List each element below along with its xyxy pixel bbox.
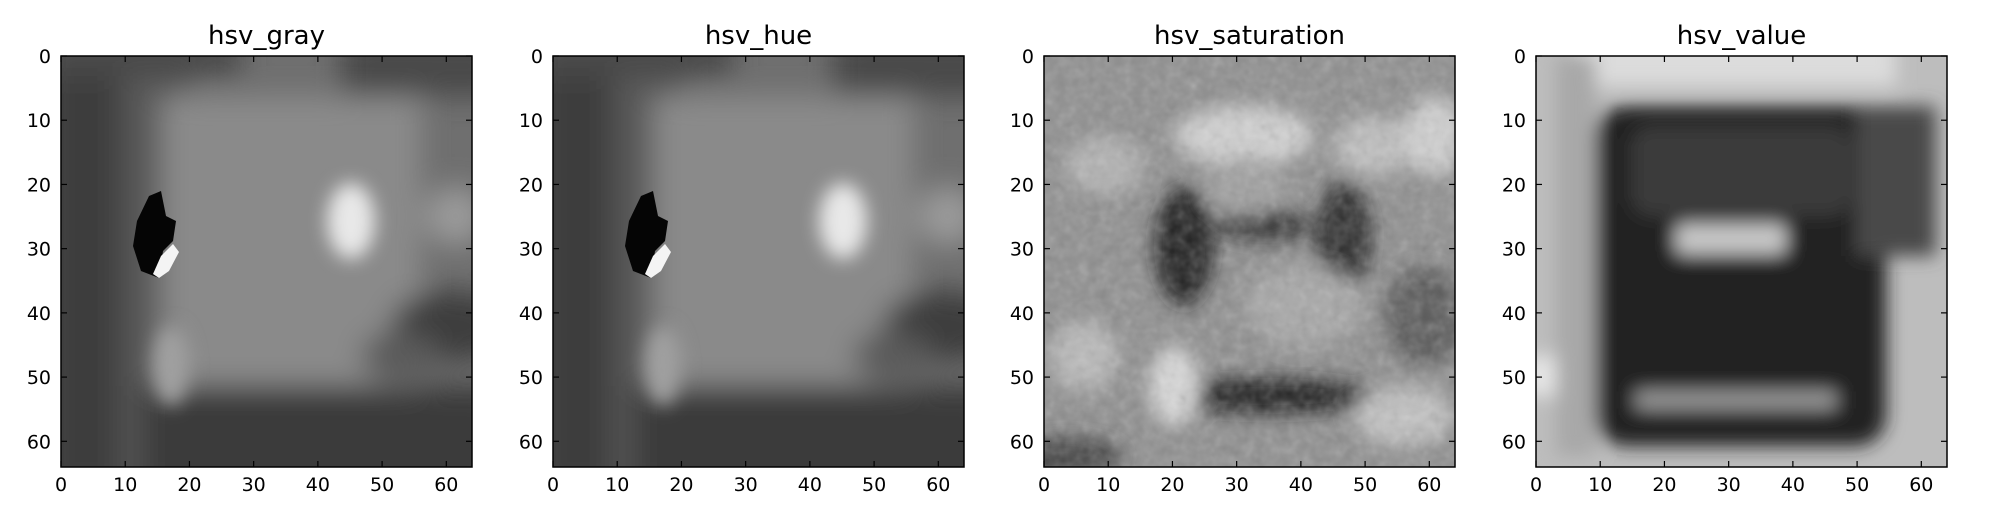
heatmap-image <box>533 36 1003 496</box>
x-tick-label: 20 <box>669 474 693 496</box>
y-tick-label: 0 <box>1514 46 1526 68</box>
y-tick-label: 30 <box>519 239 543 261</box>
y-tick-label: 40 <box>519 303 543 325</box>
x-tick-label: 0 <box>547 474 559 496</box>
x-tick-label: 10 <box>1096 474 1120 496</box>
x-tick-label: 50 <box>370 474 394 496</box>
x-tick-label: 60 <box>434 474 458 496</box>
x-tick-label: 10 <box>113 474 137 496</box>
x-tick-label: 40 <box>306 474 330 496</box>
y-tick-label: 10 <box>1010 110 1034 132</box>
heatmap-image <box>1044 56 1455 467</box>
heatmap-image <box>1536 56 1947 467</box>
plot-frame <box>1535 55 1948 468</box>
y-tick-label: 60 <box>1010 431 1034 453</box>
panel-title: hsv_gray <box>208 21 325 51</box>
x-tick-label: 60 <box>1417 474 1441 496</box>
y-tick-label: 40 <box>1010 303 1034 325</box>
plot-frame <box>60 55 473 468</box>
plot-frame <box>1043 55 1456 468</box>
x-tick-label: 30 <box>734 474 758 496</box>
panel-title: hsv_value <box>1677 21 1806 51</box>
y-tick-label: 50 <box>1502 367 1526 389</box>
x-tick-label: 40 <box>1781 474 1805 496</box>
y-tick-label: 60 <box>27 431 51 453</box>
x-tick-label: 0 <box>1038 474 1050 496</box>
x-tick-label: 30 <box>1225 474 1249 496</box>
y-tick-label: 20 <box>27 174 51 196</box>
x-tick-label: 0 <box>55 474 67 496</box>
x-tick-label: 50 <box>862 474 886 496</box>
y-tick-label: 20 <box>519 174 543 196</box>
y-tick-label: 20 <box>1502 174 1526 196</box>
y-tick-label: 50 <box>519 367 543 389</box>
y-tick-label: 10 <box>1502 110 1526 132</box>
x-tick-label: 10 <box>605 474 629 496</box>
y-tick-label: 10 <box>27 110 51 132</box>
x-tick-label: 0 <box>1530 474 1542 496</box>
y-tick-label: 40 <box>27 303 51 325</box>
x-tick-label: 60 <box>1909 474 1933 496</box>
y-tick-label: 20 <box>1010 174 1034 196</box>
y-tick-label: 0 <box>531 46 543 68</box>
x-tick-label: 40 <box>798 474 822 496</box>
y-tick-label: 0 <box>1022 46 1034 68</box>
x-tick-label: 50 <box>1353 474 1377 496</box>
y-tick-label: 40 <box>1502 303 1526 325</box>
x-tick-label: 50 <box>1845 474 1869 496</box>
x-tick-label: 10 <box>1588 474 1612 496</box>
y-tick-label: 60 <box>1502 431 1526 453</box>
x-tick-label: 40 <box>1289 474 1313 496</box>
panel-title: hsv_saturation <box>1154 21 1345 51</box>
y-tick-label: 30 <box>1502 239 1526 261</box>
x-tick-label: 60 <box>926 474 950 496</box>
x-tick-label: 30 <box>242 474 266 496</box>
panel-title: hsv_hue <box>705 21 812 51</box>
x-tick-label: 20 <box>177 474 201 496</box>
y-tick-label: 60 <box>519 431 543 453</box>
plot-frame <box>552 55 965 468</box>
x-tick-label: 30 <box>1717 474 1741 496</box>
y-tick-label: 50 <box>1010 367 1034 389</box>
y-tick-label: 10 <box>519 110 543 132</box>
y-tick-label: 30 <box>27 239 51 261</box>
heatmap-image <box>41 36 511 496</box>
x-tick-label: 20 <box>1652 474 1676 496</box>
x-tick-label: 20 <box>1160 474 1184 496</box>
y-tick-label: 50 <box>27 367 51 389</box>
y-tick-label: 0 <box>39 46 51 68</box>
y-tick-label: 30 <box>1010 239 1034 261</box>
